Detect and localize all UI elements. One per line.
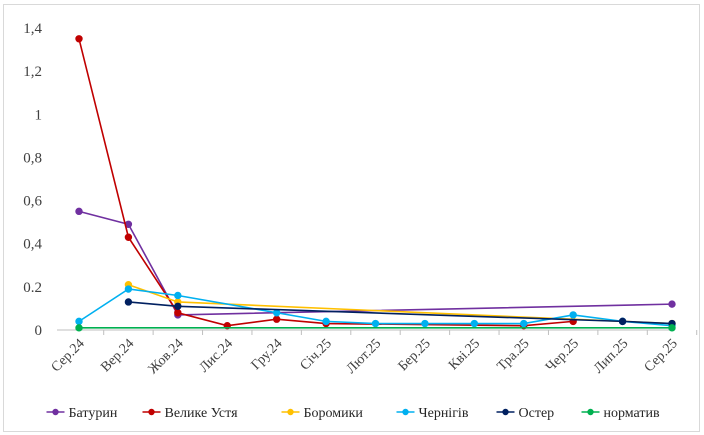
data-point bbox=[371, 319, 380, 328]
x-tick-label: Кві.25 bbox=[446, 336, 483, 373]
legend-label: Батурин bbox=[69, 406, 118, 421]
series-line bbox=[78, 38, 574, 327]
y-tick-label: 1,2 bbox=[23, 64, 42, 80]
series-Велике Устя bbox=[75, 35, 577, 330]
data-point bbox=[668, 324, 676, 332]
legend-marker bbox=[287, 408, 294, 416]
data-point bbox=[75, 35, 83, 43]
legend-label: Чернігів bbox=[419, 406, 469, 421]
data-point bbox=[174, 309, 182, 317]
legend-item: Батурин bbox=[46, 406, 118, 421]
legend-item: Чернігів bbox=[396, 406, 469, 421]
data-point bbox=[124, 285, 133, 293]
legend-item: Велике Устя bbox=[142, 406, 239, 421]
x-tick-label: Жов.24 bbox=[146, 336, 187, 377]
x-tick-label: Лис.24 bbox=[197, 336, 236, 375]
y-tick-label: 1 bbox=[35, 107, 43, 123]
x-tick-label: Чер.25 bbox=[543, 336, 582, 375]
data-point bbox=[470, 319, 479, 328]
chart-frame bbox=[3, 4, 700, 432]
series-Чернігів bbox=[75, 285, 676, 330]
data-point bbox=[322, 317, 330, 326]
x-tick-label: Сер.24 bbox=[49, 336, 88, 375]
legend-label: Остер bbox=[519, 406, 555, 421]
x-tick-label: Вер.24 bbox=[98, 336, 137, 375]
x-tick-label: Сер.25 bbox=[642, 336, 681, 375]
legend-label: Боромики bbox=[304, 406, 364, 421]
y-tick-label: 0 bbox=[35, 323, 43, 339]
series-line bbox=[78, 210, 673, 316]
data-point bbox=[272, 315, 281, 323]
legend-item: Боромики bbox=[281, 406, 364, 421]
x-tick-label: Тра.25 bbox=[495, 336, 533, 374]
legend-item: норматив bbox=[581, 406, 661, 421]
data-point bbox=[421, 319, 429, 328]
series-line bbox=[128, 301, 673, 325]
data-point bbox=[124, 298, 133, 306]
x-tick-label: Січ.25 bbox=[298, 336, 335, 373]
x-tick-label: Гру.24 bbox=[249, 336, 286, 373]
data-point bbox=[520, 319, 528, 328]
series-Батурин bbox=[75, 207, 676, 319]
x-tick-label: Лют.25 bbox=[344, 336, 385, 377]
y-tick-label: 1,4 bbox=[23, 21, 42, 37]
y-tick-label: 0.2 bbox=[23, 280, 42, 296]
legend-label: Велике Устя bbox=[165, 406, 239, 421]
legend-marker bbox=[52, 408, 59, 416]
series-line bbox=[78, 288, 673, 327]
data-point bbox=[174, 291, 182, 300]
legend-item: Остер bbox=[496, 406, 555, 421]
data-point bbox=[618, 317, 627, 326]
legend-label: норматив bbox=[604, 406, 661, 421]
data-point bbox=[124, 233, 133, 241]
x-tick-label: Лип.25 bbox=[591, 336, 631, 376]
data-point bbox=[668, 300, 676, 308]
legend-marker bbox=[587, 408, 594, 416]
x-tick-label: Бер.25 bbox=[396, 336, 434, 374]
data-point bbox=[174, 302, 182, 310]
y-tick-label: 0,6 bbox=[23, 194, 42, 210]
data-point bbox=[75, 317, 83, 326]
legend-marker bbox=[502, 408, 509, 416]
data-point bbox=[569, 311, 577, 319]
legend-marker bbox=[402, 408, 409, 416]
y-tick-label: 0,4 bbox=[23, 237, 42, 253]
series-норматив bbox=[75, 324, 676, 332]
data-point bbox=[75, 207, 83, 216]
data-point bbox=[75, 324, 83, 332]
y-tick-label: 0,8 bbox=[23, 150, 42, 166]
legend-marker bbox=[148, 408, 155, 416]
